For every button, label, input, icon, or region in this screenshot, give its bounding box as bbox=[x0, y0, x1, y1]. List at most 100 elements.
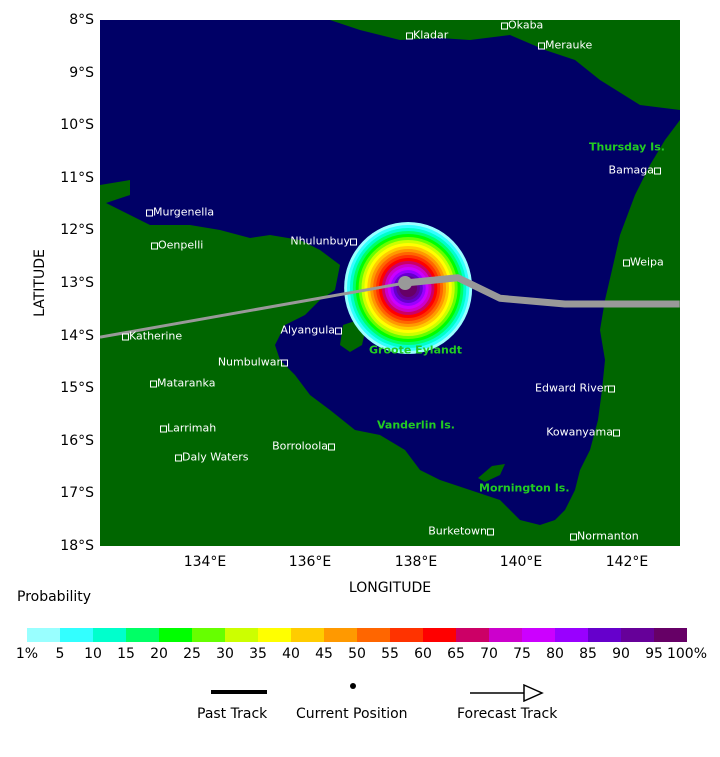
colorbar-swatch bbox=[225, 628, 258, 642]
lat-tick: 14°S bbox=[60, 328, 94, 344]
place-alyangula: Alyangula bbox=[280, 324, 342, 337]
past-track-swatch bbox=[211, 690, 267, 694]
colorbar-tick: 75 bbox=[513, 646, 531, 662]
current-position-marker bbox=[398, 276, 413, 290]
place-weipa: Weipa bbox=[623, 256, 664, 269]
colorbar-tick: 70 bbox=[480, 646, 498, 662]
town-marker-icon bbox=[501, 22, 508, 29]
place-bamaga: Bamaga bbox=[609, 164, 661, 177]
past-track-label: Past Track bbox=[197, 706, 268, 722]
colorbar-tick: 30 bbox=[216, 646, 234, 662]
place-katherine: Katherine bbox=[122, 330, 182, 343]
town-marker-icon bbox=[608, 385, 615, 392]
colorbar-tick: 100% bbox=[666, 646, 708, 662]
x-axis-title: LONGITUDE bbox=[348, 580, 432, 596]
colorbar-swatch bbox=[357, 628, 390, 642]
town-marker-icon bbox=[175, 454, 182, 461]
lat-tick: 11°S bbox=[60, 170, 94, 186]
place-burketown: Burketown bbox=[428, 525, 494, 538]
lat-tick: 17°S bbox=[60, 485, 94, 501]
town-marker-icon bbox=[538, 42, 545, 49]
lat-tick: 18°S bbox=[60, 538, 94, 554]
forecast-track-label: Forecast Track bbox=[457, 706, 558, 722]
town-marker-icon bbox=[654, 167, 661, 174]
colorbar-swatch bbox=[621, 628, 654, 642]
colorbar-tick: 50 bbox=[348, 646, 366, 662]
probability-map bbox=[100, 20, 680, 546]
colorbar-tick: 1% bbox=[15, 646, 39, 662]
place-okaba: Okaba bbox=[501, 19, 543, 32]
town-marker-icon bbox=[122, 333, 129, 340]
forecast-track-arrow-icon bbox=[470, 684, 544, 702]
colorbar-swatch bbox=[126, 628, 159, 642]
colorbar-swatch bbox=[522, 628, 555, 642]
colorbar-tick: 35 bbox=[249, 646, 267, 662]
colorbar-swatch bbox=[555, 628, 588, 642]
colorbar-tick: 55 bbox=[381, 646, 399, 662]
place-oenpelli: Oenpelli bbox=[151, 239, 203, 252]
colorbar-tick: 85 bbox=[579, 646, 597, 662]
probability-colorbar bbox=[27, 628, 687, 642]
colorbar-swatch bbox=[423, 628, 456, 642]
town-marker-icon bbox=[281, 359, 288, 366]
colorbar-tick: 40 bbox=[282, 646, 300, 662]
new-guinea bbox=[330, 20, 680, 110]
colorbar-swatch bbox=[456, 628, 489, 642]
lon-tick: 136°E bbox=[288, 554, 332, 570]
colorbar-tick: 5 bbox=[55, 646, 65, 662]
place-murgenella: Murgenella bbox=[146, 206, 214, 219]
place-kladar: Kladar bbox=[406, 29, 448, 42]
colorbar-tick: 90 bbox=[612, 646, 630, 662]
current-position-label: Current Position bbox=[296, 706, 408, 722]
colorbar-swatch bbox=[93, 628, 126, 642]
colorbar-tick: 10 bbox=[84, 646, 102, 662]
colorbar-swatch bbox=[258, 628, 291, 642]
island-thursday: Thursday Is. bbox=[589, 140, 665, 154]
lat-tick: 9°S bbox=[69, 65, 94, 81]
colorbar-tick: 65 bbox=[447, 646, 465, 662]
legend-title: Probability bbox=[17, 589, 92, 605]
past-track-line bbox=[100, 281, 406, 339]
colorbar-tick: 80 bbox=[546, 646, 564, 662]
colorbar-tick: 60 bbox=[414, 646, 432, 662]
place-numbulwar: Numbulwar bbox=[218, 356, 288, 369]
colorbar-tick: 15 bbox=[117, 646, 135, 662]
place-daly-waters: Daly Waters bbox=[175, 451, 249, 464]
colorbar-swatch bbox=[60, 628, 93, 642]
colorbar-tick: 20 bbox=[150, 646, 168, 662]
lat-tick: 16°S bbox=[60, 433, 94, 449]
town-marker-icon bbox=[328, 443, 335, 450]
town-marker-icon bbox=[146, 209, 153, 216]
mornington-island-land bbox=[478, 464, 505, 482]
y-axis-title: LATITUDE bbox=[32, 249, 48, 317]
town-marker-icon bbox=[335, 327, 342, 334]
place-borroloola: Borroloola bbox=[272, 440, 335, 453]
mainland bbox=[100, 120, 680, 546]
lon-tick: 142°E bbox=[605, 554, 649, 570]
colorbar-swatch bbox=[159, 628, 192, 642]
colorbar-swatch bbox=[27, 628, 60, 642]
town-marker-icon bbox=[150, 380, 157, 387]
lat-tick: 15°S bbox=[60, 380, 94, 396]
island-vanderlin: Vanderlin Is. bbox=[377, 418, 455, 432]
current-position-dot-icon bbox=[350, 683, 356, 689]
town-marker-icon bbox=[151, 242, 158, 249]
town-marker-icon bbox=[350, 238, 357, 245]
town-marker-icon bbox=[406, 32, 413, 39]
island-mornington: Mornington Is. bbox=[479, 481, 570, 495]
lon-tick: 134°E bbox=[183, 554, 227, 570]
colorbar-tick: 25 bbox=[183, 646, 201, 662]
colorbar-swatch bbox=[588, 628, 621, 642]
colorbar-swatch bbox=[291, 628, 324, 642]
colorbar-swatch bbox=[489, 628, 522, 642]
forecast-track-line bbox=[404, 274, 680, 308]
town-marker-icon bbox=[613, 429, 620, 436]
place-larrimah: Larrimah bbox=[160, 422, 216, 435]
island-groote-eylandt: Groote Eylandt bbox=[369, 343, 462, 357]
lat-tick: 8°S bbox=[69, 12, 94, 28]
colorbar-swatch bbox=[654, 628, 687, 642]
colorbar-tick: 45 bbox=[315, 646, 333, 662]
place-merauke: Merauke bbox=[538, 39, 592, 52]
place-normanton: Normanton bbox=[570, 530, 639, 543]
colorbar-swatch bbox=[324, 628, 357, 642]
